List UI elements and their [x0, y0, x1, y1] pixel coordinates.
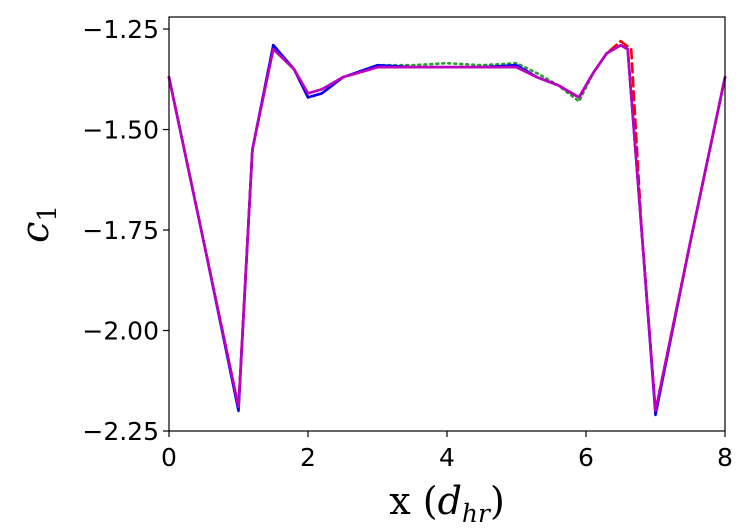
y-axis-label-subscript: 1 [33, 205, 63, 222]
y-tick-label: −1.50 [82, 116, 159, 145]
series-line-4 [167, 43, 727, 413]
x-axis-label-subscript: hr [462, 499, 492, 528]
x-tick-label: 2 [300, 443, 316, 472]
plot-frame [168, 16, 726, 432]
x-tick-label: 4 [439, 443, 455, 472]
x-tick-label: 0 [161, 443, 177, 472]
x-tick-label: 8 [717, 443, 733, 472]
series-layer [167, 39, 727, 417]
x-axis-label: x (dhr) [389, 479, 505, 528]
y-tick-label: −2.25 [82, 417, 159, 446]
x-tick-label: 6 [578, 443, 594, 472]
y-tick-label: −2.00 [82, 317, 159, 346]
x-axis-label-d: d [438, 479, 462, 523]
y-axis-label: c1 [13, 205, 63, 243]
x-axis-label-close: ) [490, 479, 505, 523]
y-tick-label: −1.75 [82, 216, 159, 245]
ticks-layer: 0 2 4 6 8 −1.25 −1.50 −1.75 −2.00 −2.25 [82, 15, 733, 472]
y-tick-label: −1.25 [82, 15, 159, 44]
